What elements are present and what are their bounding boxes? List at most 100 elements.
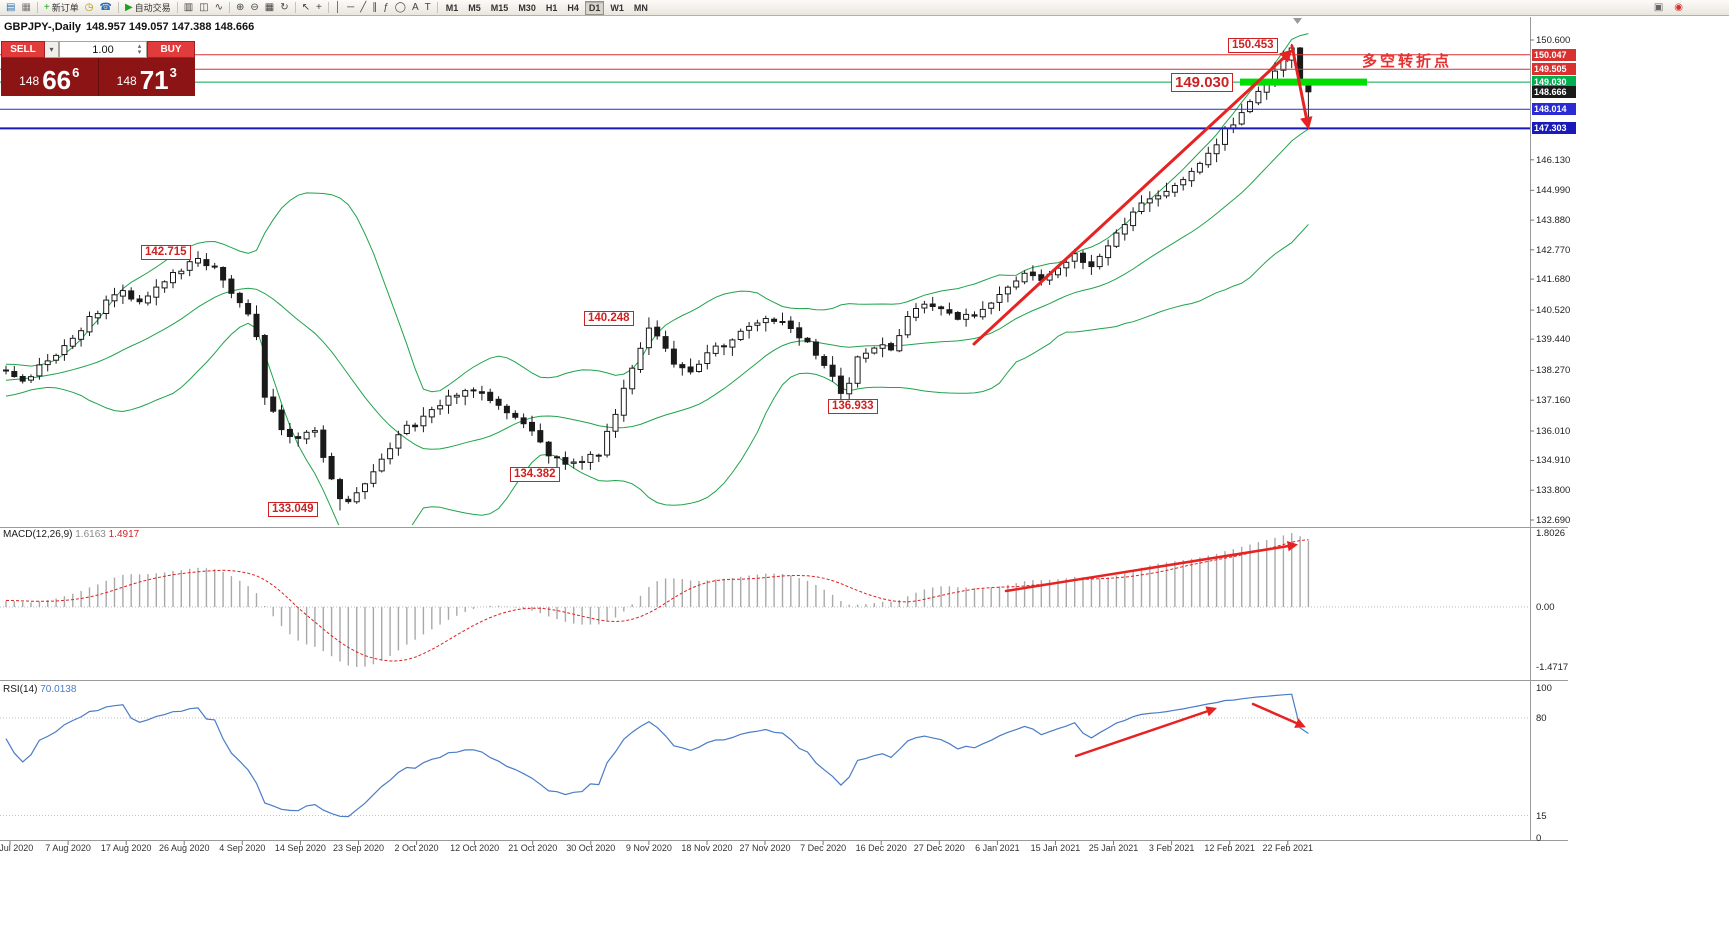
text-icon[interactable]: A [410,1,421,15]
bar-chart-mode-icon[interactable]: ▥ [182,1,195,15]
line-chart-mode-icon: ∿ [214,1,223,13]
tile-windows-icon: ▦ [264,1,275,13]
timeframe-m5[interactable]: M5 [468,2,481,13]
macd-name: MACD(12,26,9) [3,529,73,540]
sell-price-display[interactable]: 148 66 6 [1,58,98,96]
crosshair-icon: + [316,1,322,13]
channel-icon: ∥ [372,1,378,13]
auto-scroll-icon: ↻ [280,1,289,13]
macd-value-1: 1.6163 [75,529,106,540]
cursor-icon: ↖ [301,1,310,13]
timeframe-mn[interactable]: MN [633,2,648,13]
rsi-value: 70.0138 [40,684,77,695]
zoom-out-icon[interactable]: ⊖ [248,1,260,15]
stepper-down-icon[interactable]: ▾ [137,48,142,56]
support-icon[interactable]: ☎ [98,1,114,15]
tile-windows-icon[interactable]: ▦ [263,1,276,15]
price-divider [97,58,99,96]
auto-trading-button-label: 自动交易 [134,3,171,13]
sell-button[interactable]: SELL [1,41,45,58]
text-icon: A [411,1,419,13]
price-display-row: 148 66 6 148 71 3 [1,58,195,96]
toolbar: ▤ ▦ + 新订单 ◷ ☎ ▶ 自动交易 ▥ ◫ ∿ ⊕ ⊖ ▦ ↻ ↖ + │ ─ ╱ ∥ ƒ ◯ A T M1 M5 M15 M30… [0,0,1729,16]
volume-stepper[interactable]: ▴ ▾ [134,42,145,57]
timeframe-d1[interactable]: D1 [584,0,605,15]
buy-price-sup: 3 [169,65,177,80]
alerts-icon: ◷ [84,1,94,13]
candlestick-mode-icon[interactable]: ◫ [197,1,210,15]
order-type-dropdown[interactable]: ▾ [45,41,59,58]
turning-point-annotation[interactable]: 多空转折点 [1362,53,1453,70]
timeframe-w1[interactable]: W1 [610,2,624,13]
zoom-in-icon[interactable]: ⊕ [234,1,246,15]
buy-price-display[interactable]: 148 71 3 [99,58,196,96]
shapes-icon[interactable]: ◯ [393,1,408,15]
zoom-out-icon: ⊖ [250,1,259,13]
timeframe-m30[interactable]: M30 [518,2,536,13]
fibonacci-icon[interactable]: ƒ [381,1,391,15]
timeframe-h4[interactable]: H4 [567,2,579,13]
new-order-button[interactable]: + 新订单 [42,1,81,15]
vertical-line-icon[interactable]: │ [333,1,343,15]
profiles-icon[interactable]: ▦ [19,1,32,15]
new-order-icon: + [43,1,50,13]
chart-header: GBPJPY-,Daily 148.957 149.057 147.388 148… [4,21,259,33]
sell-price-big: 66 [42,65,72,95]
horizontal-line-icon: ─ [347,1,355,13]
volume-input[interactable]: 1.00 ▴ ▾ [59,41,147,58]
fibonacci-icon: ƒ [383,1,389,13]
buy-price-main: 148 [116,74,137,88]
rsi-name: RSI(14) [3,684,38,695]
vertical-line-icon: │ [334,1,342,13]
toolbar-separator [176,2,178,13]
macd-value-2: 1.4917 [108,529,140,540]
volume-value: 1.00 [92,43,114,56]
profiles-icon: ▦ [21,1,31,13]
new-chart-icon[interactable]: ▤ [4,1,17,15]
window-icon: ▣ [1653,1,1664,13]
bar-chart-mode-icon: ▥ [183,1,194,13]
trendline-icon[interactable]: ╱ [358,1,368,15]
stepper-up-icon[interactable]: ▴ [137,42,142,50]
one-click-trading-panel: SELL ▾ 1.00 ▴ ▾ BUY 148 66 6 148 71 3 [1,41,195,96]
notifications-icon: ◉ [1674,1,1683,13]
window-icon[interactable]: ▣ [1652,1,1665,15]
channel-icon[interactable]: ∥ [370,1,379,15]
notifications-icon[interactable]: ◉ [1672,1,1685,15]
toolbar-right-group: ▣ ◉ [1651,1,1686,15]
trendline-icon: ╱ [360,1,367,13]
label-icon: T [424,1,431,13]
chevron-down-icon: ▾ [49,45,54,54]
zoom-in-icon: ⊕ [235,1,245,13]
buy-price-big: 71 [139,65,169,95]
timeframe-m1[interactable]: M1 [445,2,459,13]
sell-price-main: 148 [19,74,40,88]
toolbar-separator [36,2,38,13]
auto-trading-icon: ▶ [124,1,133,13]
support-icon: ☎ [99,1,112,13]
cursor-icon[interactable]: ↖ [300,1,312,15]
buy-button[interactable]: BUY [147,41,195,58]
timeframe-m15[interactable]: M15 [490,2,509,13]
alerts-icon[interactable]: ◷ [83,1,96,15]
crosshair-icon[interactable]: + [314,1,324,15]
toolbar-separator [327,2,329,13]
ohlc-readout: 148.957 149.057 147.388 148.666 [86,21,255,33]
auto-scroll-icon[interactable]: ↻ [278,1,290,15]
new-chart-icon: ▤ [6,1,16,13]
symbol-title: GBPJPY-,Daily [4,21,82,33]
toolbar-separator [436,2,438,13]
auto-trading-button[interactable]: ▶ 自动交易 [123,1,173,15]
toolbar-separator [117,2,119,13]
toolbar-separator [294,2,296,13]
new-order-button-label: 新订单 [51,3,79,13]
sell-price-sup: 6 [72,65,80,80]
shapes-icon: ◯ [394,1,406,13]
line-chart-mode-icon[interactable]: ∿ [213,1,225,15]
horizontal-line-icon[interactable]: ─ [345,1,356,15]
label-icon[interactable]: T [423,1,433,15]
timeframe-h1[interactable]: H1 [545,2,558,13]
